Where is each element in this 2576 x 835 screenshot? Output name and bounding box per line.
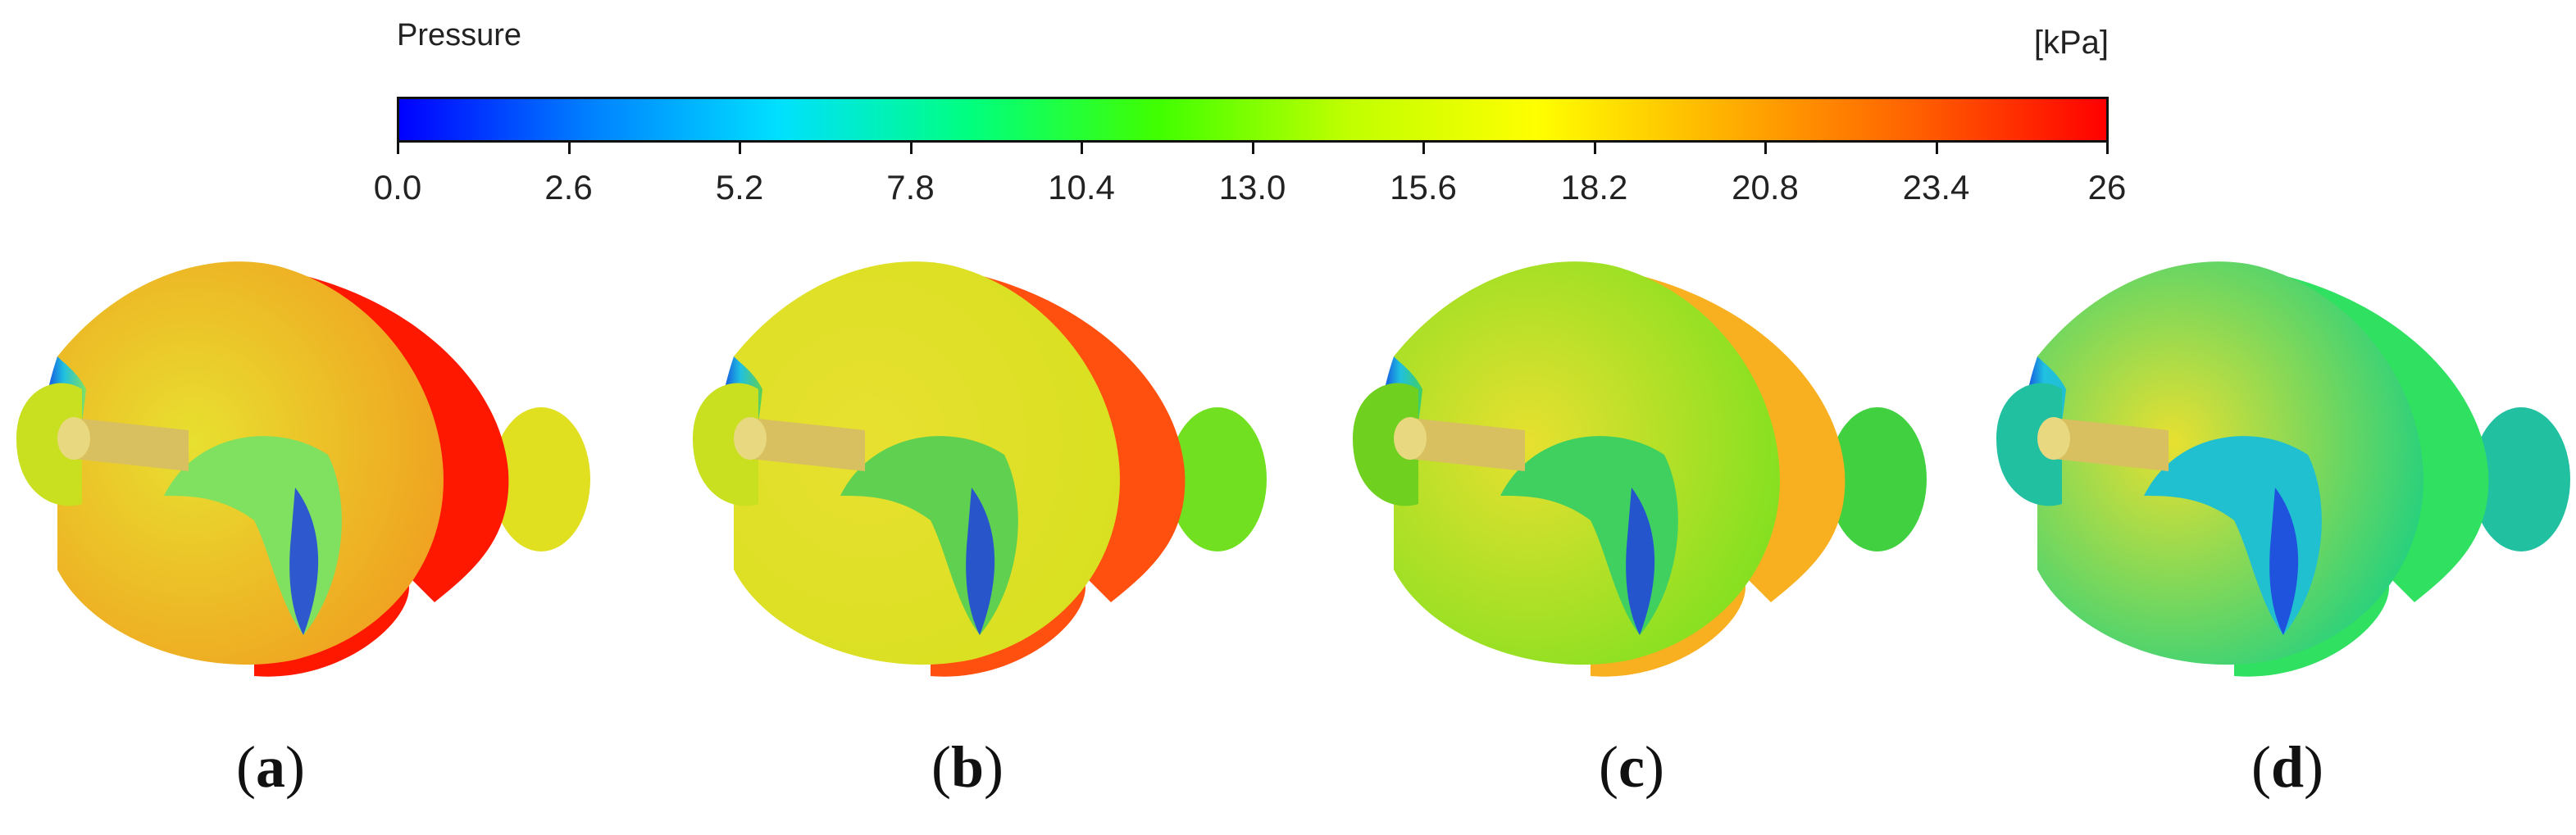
impeller-pressure-contour xyxy=(693,261,1267,677)
scale-tick-label: 10.4 xyxy=(1048,168,1115,206)
panel-caption-letter: b xyxy=(950,734,985,800)
inner-blade-edge xyxy=(289,488,319,635)
scale-tick-label: 2.6 xyxy=(544,168,593,206)
tail-cone xyxy=(2472,407,2570,551)
panel-caption-letter: c xyxy=(1618,734,1645,800)
impeller-panel-d xyxy=(1988,225,2576,701)
inner-blade-edge xyxy=(1626,488,1655,635)
impeller-pressure-contour xyxy=(1353,261,1927,677)
hub xyxy=(1353,383,1418,506)
scale-tick-mark xyxy=(1422,143,1425,154)
scale-tick-label: 0.0 xyxy=(373,168,422,206)
impeller-pressure-contour xyxy=(16,261,590,677)
legend-units: [kPa] xyxy=(2033,25,2109,61)
scale-tick-mark xyxy=(567,143,571,154)
scale-tick-mark xyxy=(1593,143,1596,154)
impeller-panel-b xyxy=(685,225,1308,701)
scale-tick-mark xyxy=(2106,143,2109,154)
scale-tick-label: 15.6 xyxy=(1390,168,1457,206)
panel-caption-a: (a) xyxy=(236,734,305,800)
shaft-end xyxy=(57,417,90,460)
scale-tick-label: 26 xyxy=(2087,168,2127,206)
impeller-pressure-contour xyxy=(1996,261,2570,677)
scale-tick-mark xyxy=(397,143,399,154)
tail-cone xyxy=(492,407,590,551)
scale-tick-mark xyxy=(909,143,913,154)
shaft xyxy=(1410,418,1525,471)
shaft xyxy=(750,418,865,471)
impeller-panel-c xyxy=(1345,225,1968,701)
scale-tick-label: 13.0 xyxy=(1218,168,1286,206)
scale-tick-label: 23.4 xyxy=(1902,168,1970,206)
shaft-end xyxy=(2037,417,2070,460)
legend-title: Pressure xyxy=(397,18,522,52)
scale-tick-label: 20.8 xyxy=(1732,168,1799,206)
shaft xyxy=(74,418,189,471)
panel-caption-letter: a xyxy=(256,734,285,800)
hub xyxy=(1996,383,2062,506)
scale-tick-mark xyxy=(1764,143,1767,154)
hub xyxy=(16,383,82,506)
scale-tick-mark xyxy=(1081,143,1083,154)
panel-caption-letter: d xyxy=(2270,734,2305,800)
shaft xyxy=(2054,418,2169,471)
hub xyxy=(693,383,758,506)
tail-cone xyxy=(1168,407,1267,551)
inner-blade-edge xyxy=(2269,488,2299,635)
scale-tick-label: 7.8 xyxy=(886,168,935,206)
color-scale-bar xyxy=(397,97,2109,143)
panel-caption-b: (b) xyxy=(931,734,1004,800)
scale-tick-label: 18.2 xyxy=(1560,168,1628,206)
shaft-end xyxy=(734,417,767,460)
panel-caption-d: (d) xyxy=(2251,734,2324,800)
scale-tick-mark xyxy=(739,143,741,154)
panel-caption-c: (c) xyxy=(1599,734,1664,800)
scale-tick-mark xyxy=(1935,143,1938,154)
inner-blade-edge xyxy=(966,488,995,635)
tail-cone xyxy=(1828,407,1927,551)
scale-tick-mark xyxy=(1251,143,1254,154)
scale-tick-label: 5.2 xyxy=(715,168,764,206)
shaft-end xyxy=(1394,417,1427,460)
impeller-panel-a xyxy=(8,225,631,701)
